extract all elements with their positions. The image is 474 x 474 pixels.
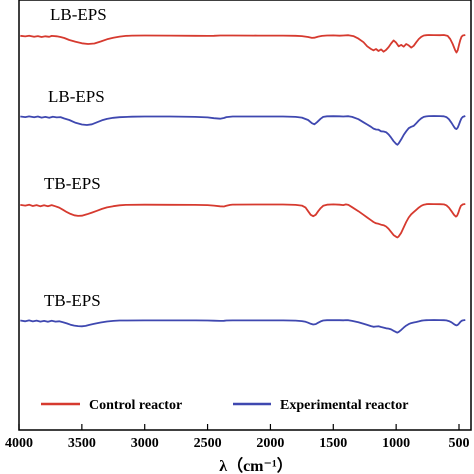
x-tick-label: 2000 [256, 436, 284, 451]
plot-frame [18, 0, 472, 431]
x-tick-label: 500 [449, 436, 470, 451]
panel-label-3: TB-EPS [44, 174, 101, 193]
legend-label-experimental: Experimental reactor [280, 398, 408, 413]
legend: Control reactor Experimental reactor [41, 398, 408, 413]
spectra-group [20, 34, 466, 334]
spectrum-line-2 [20, 115, 466, 146]
x-axis: 4000 3500 3000 2500 2000 1500 1000 500 [5, 424, 470, 451]
x-tick-label: 1000 [382, 436, 410, 451]
x-tick-label: 3000 [131, 436, 159, 451]
panel-labels-group: LB-EPS LB-EPS TB-EPS TB-EPS [44, 5, 107, 310]
x-tick-label: 4000 [5, 436, 33, 451]
spectrum-line-4 [20, 319, 466, 334]
x-tick-label: 1500 [319, 436, 347, 451]
panel-label-2: LB-EPS [48, 87, 105, 106]
x-tick-label: 2500 [194, 436, 222, 451]
panel-label-4: TB-EPS [44, 291, 101, 310]
spectrum-line-3 [20, 203, 466, 239]
spectrum-line-1 [20, 34, 466, 54]
x-tick-label: 3500 [68, 436, 96, 451]
legend-label-control: Control reactor [89, 398, 182, 413]
x-axis-title: λ（cm⁻¹） [219, 457, 293, 474]
panel-label-1: LB-EPS [50, 5, 107, 24]
